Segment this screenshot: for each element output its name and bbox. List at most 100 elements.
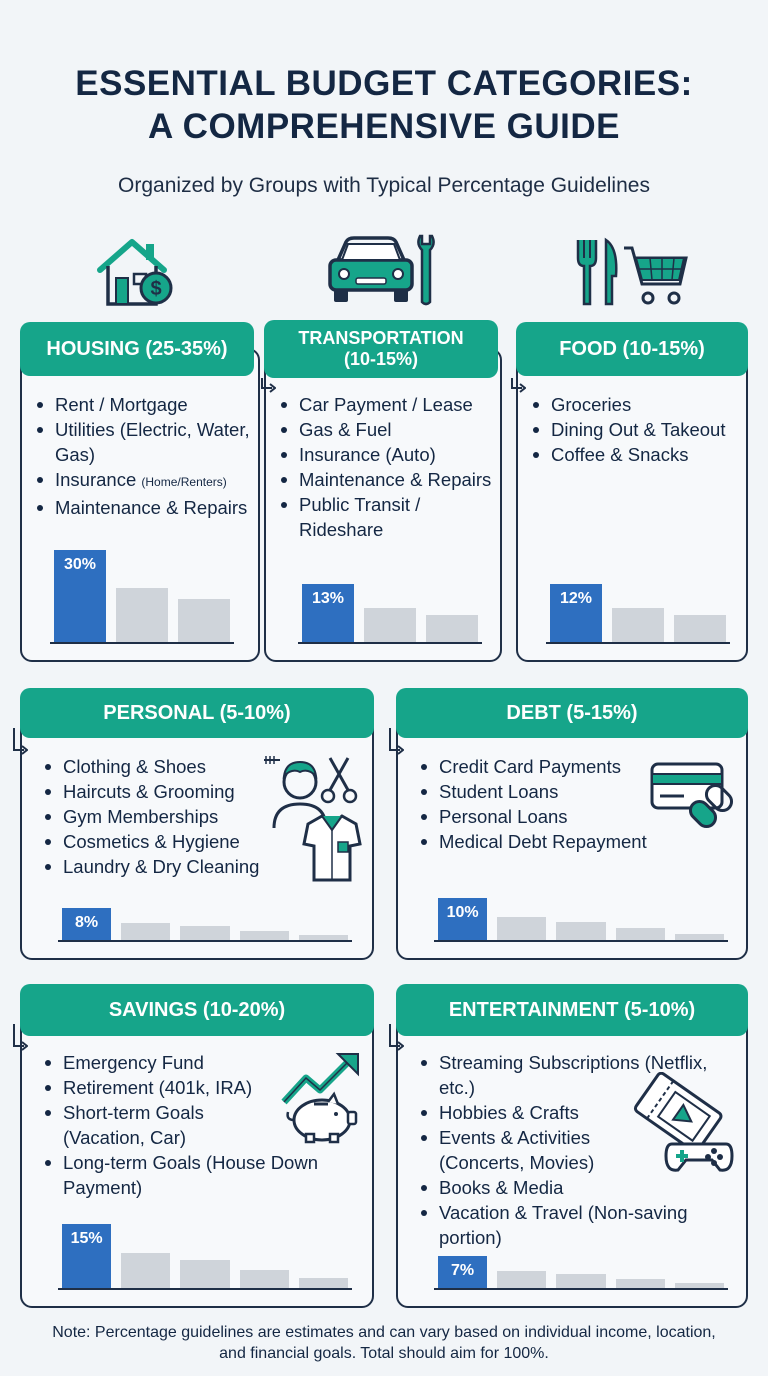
- list-item: Cosmetics & Hygiene: [44, 829, 294, 854]
- list-item: Hobbies & Crafts: [420, 1100, 712, 1125]
- personal-card: Clothing & Shoes Haircuts & Grooming Gym…: [20, 712, 374, 960]
- savings-reference-bar: [121, 1253, 171, 1288]
- transportation-chart-baseline: [298, 642, 482, 644]
- savings-value-bar: 15%: [62, 1224, 112, 1288]
- connector-arrow-icon: [389, 728, 404, 755]
- transportation-chart: 13%: [298, 584, 482, 644]
- personal-chart: 8%: [58, 908, 352, 942]
- list-item: Insurance (Home/Renters): [36, 467, 258, 495]
- list-item: Rent / Mortgage: [36, 392, 258, 417]
- savings-reference-bar: [298, 1278, 348, 1288]
- title-line-1: ESSENTIAL BUDGET CATEGORIES:: [75, 64, 693, 103]
- piggy-bank-growth-icon: [281, 1053, 359, 1144]
- entertainment-value-label: 7%: [451, 1262, 475, 1279]
- housing-item-list: Rent / Mortgage Utilities (Electric, Wat…: [36, 392, 258, 520]
- debt-chart-baseline: [434, 940, 728, 942]
- housing-reference-bar: [116, 588, 168, 642]
- entertainment-reference-bar: [615, 1279, 665, 1288]
- personal-reference-bar: [180, 926, 230, 940]
- insurance-note: (Home/Renters): [141, 475, 227, 489]
- savings-reference-bar: [180, 1260, 230, 1288]
- person-shirt-scissors-icon: [264, 756, 362, 882]
- list-item: Maintenance & Repairs: [280, 467, 500, 492]
- page-subtitle: Organized by Groups with Typical Percent…: [118, 174, 650, 197]
- housing-reference-bar: [178, 599, 230, 642]
- list-item: Medical Debt Repayment: [420, 829, 670, 854]
- savings-title-pill: SAVINGS (10-20%): [20, 984, 374, 1036]
- food-item-list: Groceries Dining Out & Takeout Coffee & …: [532, 392, 746, 467]
- list-item: Groceries: [532, 392, 746, 417]
- debt-title-pill: DEBT (5-15%): [396, 688, 748, 738]
- debt-value-label: 10%: [446, 904, 479, 921]
- list-item: Events & Activities (Concerts, Movies): [420, 1125, 620, 1175]
- list-item: Haircuts & Grooming: [44, 779, 294, 804]
- housing-value-label: 30%: [63, 556, 97, 573]
- transportation-reference-bar: [426, 615, 478, 642]
- list-item: Car Payment / Lease: [280, 392, 500, 417]
- transportation-value-bar: 13%: [302, 584, 354, 642]
- list-item: Retirement (401k, IRA): [44, 1075, 354, 1100]
- entertainment-chart: 7%: [434, 1256, 728, 1290]
- connector-arrow-icon: [13, 1024, 28, 1051]
- savings-reference-bar: [239, 1270, 289, 1288]
- personal-value-bar: 8%: [62, 908, 112, 940]
- housing-value-bar: 30%: [54, 550, 106, 642]
- housing-card: Rent / Mortgage Utilities (Electric, Wat…: [20, 348, 260, 662]
- list-item: Vacation & Travel (Non-saving portion): [420, 1200, 712, 1250]
- debt-reference-bar: [615, 928, 665, 940]
- list-item: Short-term Goals (Vacation, Car): [44, 1100, 244, 1150]
- connector-arrow-icon: [389, 1024, 404, 1051]
- savings-item-list: Emergency Fund Retirement (401k, IRA) Sh…: [44, 1050, 354, 1200]
- list-item: Gym Memberships: [44, 804, 294, 829]
- personal-reference-bar: [121, 922, 171, 940]
- list-item: Insurance (Auto): [280, 442, 500, 467]
- food-value-bar: 12%: [550, 584, 602, 642]
- entertainment-reference-bar: [556, 1274, 606, 1288]
- list-item: Gas & Fuel: [280, 417, 500, 442]
- debt-reference-bar: [497, 917, 547, 940]
- house-dollar-icon: $: [97, 239, 173, 306]
- housing-title-pill: HOUSING (25-35%): [20, 322, 254, 376]
- food-reference-bar: [612, 608, 664, 642]
- connector-arrow-icon: [511, 378, 526, 393]
- list-item: Credit Card Payments: [420, 754, 670, 779]
- list-item: Laundry & Dry Cleaning: [44, 854, 294, 879]
- footer-note: Note: Percentage guidelines are estimate…: [52, 1324, 716, 1362]
- transportation-card: Car Payment / Lease Gas & Fuel Insurance…: [264, 348, 502, 662]
- list-item: Student Loans: [420, 779, 670, 804]
- list-item: Dining Out & Takeout: [532, 417, 746, 442]
- food-chart-baseline: [546, 642, 730, 644]
- food-reference-bar: [674, 615, 726, 642]
- debt-reference-bar: [674, 933, 724, 940]
- entertainment-item-list: Streaming Subscriptions (Netflix, etc.) …: [420, 1050, 712, 1250]
- personal-reference-bar: [298, 935, 348, 940]
- entertainment-title-pill: ENTERTAINMENT (5-10%): [396, 984, 748, 1036]
- list-item-text: Insurance: [55, 469, 137, 490]
- fork-knife-cart-icon: [576, 237, 688, 306]
- savings-chart: 15%: [58, 1224, 352, 1290]
- debt-chart: 10%: [434, 898, 728, 942]
- savings-value-label: 15%: [70, 1230, 103, 1247]
- transportation-title-pill: TRANSPORTATION (10-15%): [264, 320, 498, 378]
- list-item: Emergency Fund: [44, 1050, 354, 1075]
- list-item: Maintenance & Repairs: [36, 495, 258, 520]
- food-card: Groceries Dining Out & Takeout Coffee & …: [516, 348, 748, 662]
- connector-arrow-icon: [261, 378, 276, 393]
- personal-reference-bar: [239, 931, 289, 940]
- ticket-gamepad-icon: [633, 1072, 734, 1172]
- personal-title-pill: PERSONAL (5-10%): [20, 688, 374, 738]
- list-item: Clothing & Shoes: [44, 754, 294, 779]
- car-wrench-icon: [328, 234, 435, 306]
- food-value-label: 12%: [559, 590, 593, 607]
- debt-reference-bar: [556, 921, 606, 940]
- entertainment-value-bar: 7%: [438, 1256, 488, 1288]
- debt-value-bar: 10%: [438, 898, 488, 940]
- transportation-value-label: 13%: [311, 590, 345, 607]
- svg-text:$: $: [150, 278, 161, 300]
- list-item: Utilities (Electric, Water, Gas): [36, 417, 258, 467]
- personal-item-list: Clothing & Shoes Haircuts & Grooming Gym…: [44, 754, 294, 879]
- savings-chart-baseline: [58, 1288, 352, 1290]
- personal-value-label: 8%: [75, 914, 99, 931]
- housing-chart-baseline: [50, 642, 234, 644]
- entertainment-chart-baseline: [434, 1288, 728, 1290]
